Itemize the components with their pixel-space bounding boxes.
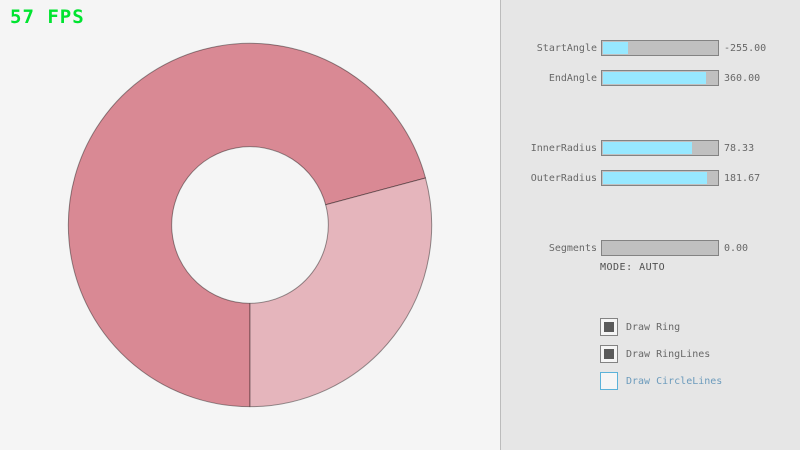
slider-fill <box>603 72 706 84</box>
check-row-draw-ringlines: Draw RingLines <box>600 345 710 363</box>
end-angle-slider[interactable] <box>601 70 719 86</box>
check-row-draw-ring: Draw Ring <box>600 318 680 336</box>
fps-counter: 57 FPS <box>10 6 85 28</box>
slider-label: Segments <box>548 242 597 254</box>
ring-sector-single <box>249 177 433 408</box>
checkbox-label: Draw CircleLines <box>626 375 723 387</box>
slider-fill <box>603 172 707 184</box>
slider-value: 360.00 <box>724 72 761 84</box>
checkbox-label: Draw Ring <box>626 321 681 333</box>
panel-divider <box>500 0 501 450</box>
ring-sector-overlap <box>67 42 427 408</box>
segments-slider[interactable] <box>601 240 719 256</box>
check-row-draw-circlelines: Draw CircleLines <box>600 372 722 390</box>
inner-radius-slider[interactable] <box>601 140 719 156</box>
slider-value: 78.33 <box>724 142 755 154</box>
draw-circlelines-checkbox[interactable] <box>600 372 618 390</box>
segments-mode-text: MODE: AUTO <box>600 262 666 273</box>
draw-ringlines-checkbox[interactable] <box>600 345 618 363</box>
slider-row-start-angle: StartAngle -255.00 <box>505 40 797 56</box>
slider-value: 0.00 <box>724 242 749 254</box>
checkmark <box>604 322 614 332</box>
slider-value: -255.00 <box>724 42 767 54</box>
slider-row-outer-radius: OuterRadius 181.67 <box>505 170 797 186</box>
checkbox-label: Draw RingLines <box>626 348 711 360</box>
checkmark <box>604 376 614 386</box>
draw-ring-checkbox[interactable] <box>600 318 618 336</box>
checkmark <box>604 349 614 359</box>
slider-row-segments: Segments 0.00 <box>505 240 797 256</box>
slider-label: OuterRadius <box>530 172 597 184</box>
slider-value: 181.67 <box>724 172 761 184</box>
slider-label: StartAngle <box>536 42 597 54</box>
start-angle-slider[interactable] <box>601 40 719 56</box>
slider-fill <box>603 142 693 154</box>
slider-label: EndAngle <box>548 72 597 84</box>
slider-row-inner-radius: InnerRadius 78.33 <box>505 140 797 156</box>
outer-radius-slider[interactable] <box>601 170 719 186</box>
ring-canvas <box>67 42 433 408</box>
slider-label: InnerRadius <box>530 142 597 154</box>
slider-row-end-angle: EndAngle 360.00 <box>505 70 797 86</box>
slider-fill <box>603 42 628 54</box>
